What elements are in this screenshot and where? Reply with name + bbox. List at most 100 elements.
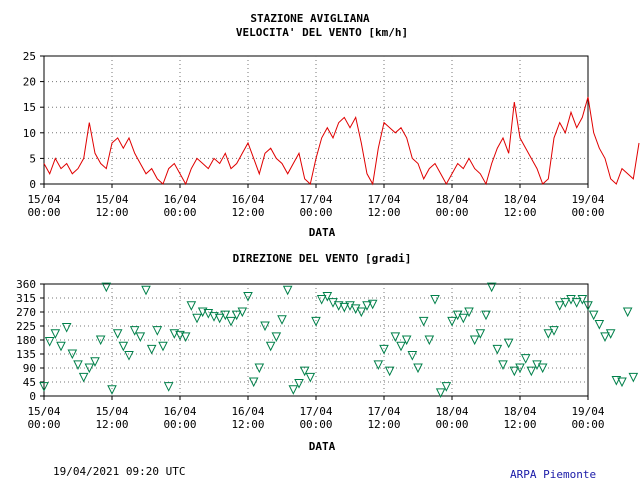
direction-x-tick-time: 12:00	[95, 418, 128, 431]
direction-point	[169, 329, 180, 339]
direction-x-tick-date: 17/04	[299, 405, 332, 418]
direction-point	[390, 332, 401, 343]
speed-x-tick-time: 12:00	[503, 206, 536, 219]
direction-point	[333, 301, 344, 311]
speed-x-tick-time: 12:00	[367, 206, 400, 219]
direction-point	[384, 366, 395, 377]
direction-point	[67, 349, 78, 360]
direction-point	[475, 329, 486, 339]
direction-y-tick-label: 360	[16, 278, 36, 291]
direction-point	[220, 310, 231, 321]
direction-point	[95, 335, 106, 346]
direction-point	[288, 385, 299, 395]
direction-point	[481, 310, 491, 321]
direction-point	[197, 307, 208, 318]
speed-chart-title: STAZIONE AVIGLIANA	[250, 12, 370, 25]
speed-y-tick-label: 5	[29, 152, 36, 165]
direction-point	[237, 307, 248, 318]
direction-x-tick-date: 15/04	[27, 405, 60, 418]
speed-x-tick-time: 12:00	[231, 206, 264, 219]
direction-x-tick-date: 18/04	[435, 405, 468, 418]
direction-point	[469, 335, 480, 346]
direction-point	[430, 295, 440, 305]
direction-point	[379, 344, 389, 355]
direction-point	[594, 319, 605, 330]
direction-point	[339, 302, 350, 313]
direction-point	[294, 379, 304, 389]
direction-point	[124, 351, 134, 361]
direction-point	[509, 366, 520, 377]
direction-point	[458, 313, 469, 324]
direction-point	[515, 363, 525, 374]
direction-point	[56, 341, 66, 352]
direction-point	[146, 344, 157, 355]
direction-x-axis: 15/0400:0015/0412:0016/0400:0016/0412:00…	[27, 396, 640, 431]
direction-point	[152, 326, 163, 336]
direction-point	[101, 282, 112, 293]
direction-y-tick-label: 270	[16, 306, 36, 319]
direction-x-tick-time: 12:00	[367, 418, 400, 431]
direction-point	[617, 377, 627, 388]
direction-point	[566, 295, 576, 305]
speed-x-tick-date: 15/04	[27, 193, 60, 206]
direction-point	[356, 307, 367, 318]
footer-credit: ARPA Piemonte	[510, 468, 597, 481]
direction-point	[464, 307, 474, 318]
direction-point	[73, 360, 83, 371]
direction-y-tick-label: 0	[29, 390, 36, 403]
direction-point	[39, 382, 49, 392]
direction-point	[180, 332, 191, 343]
direction-point	[328, 298, 338, 308]
speed-chart-subtitle: VELOCITA' DEL VENTO [km/h]	[236, 26, 408, 39]
direction-chart-title: DIREZIONE DEL VENTO [gradi]	[233, 252, 412, 265]
direction-y-tick-label: 90	[23, 362, 36, 375]
speed-x-tick-date: 18/04	[435, 193, 468, 206]
direction-point	[277, 315, 287, 325]
direction-point	[498, 360, 508, 371]
direction-point	[50, 329, 61, 339]
direction-point	[401, 335, 412, 346]
speed-y-tick-label: 10	[23, 127, 36, 140]
speed-x-tick-date: 16/04	[163, 193, 196, 206]
direction-x-tick-time: 12:00	[231, 418, 264, 431]
direction-point	[61, 323, 72, 333]
direction-point	[299, 366, 310, 377]
direction-x-axis-label: DATA	[309, 440, 336, 453]
direction-point	[600, 332, 610, 343]
direction-point	[90, 357, 100, 367]
direction-point	[316, 295, 327, 305]
direction-point	[543, 329, 554, 339]
speed-x-tick-time: 12:00	[95, 206, 128, 219]
direction-point	[418, 316, 429, 327]
speed-y-axis: 0 5 10 15 20 25	[23, 50, 44, 191]
direction-point	[78, 372, 89, 383]
direction-point	[209, 312, 219, 322]
direction-point	[549, 326, 559, 336]
direction-x-tick-date: 15/04	[95, 405, 128, 418]
direction-point	[243, 291, 253, 302]
direction-point	[158, 341, 168, 352]
direction-point	[571, 298, 582, 308]
direction-x-tick-time: 00:00	[299, 418, 332, 431]
direction-point	[84, 363, 95, 374]
speed-y-tick-label: 15	[23, 101, 36, 114]
speed-x-tick-date: 18/04	[503, 193, 536, 206]
direction-x-tick-date: 19/04	[571, 405, 604, 418]
direction-point	[605, 329, 616, 339]
direction-point	[588, 310, 599, 321]
direction-point	[186, 301, 197, 311]
direction-point	[622, 307, 633, 318]
direction-point	[577, 295, 588, 305]
speed-x-tick-date: 16/04	[231, 193, 264, 206]
speed-x-tick-date: 17/04	[367, 193, 400, 206]
direction-point	[560, 298, 571, 308]
direction-x-tick-date: 16/04	[231, 405, 264, 418]
direction-point	[254, 363, 265, 374]
direction-y-tick-label: 45	[23, 376, 36, 389]
direction-point	[282, 285, 293, 296]
direction-y-tick-label: 135	[16, 348, 36, 361]
direction-point	[322, 291, 333, 302]
direction-series-points	[39, 282, 639, 399]
